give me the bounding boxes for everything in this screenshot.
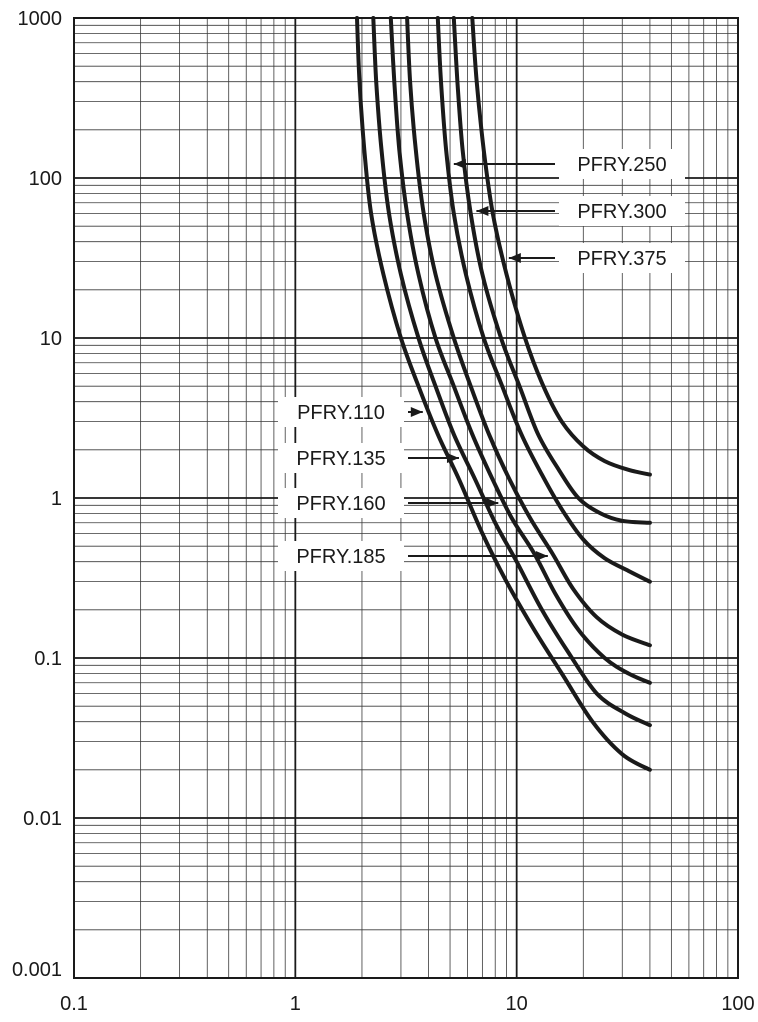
x-tick-labels: 0.1 1 10 100: [60, 993, 755, 1015]
y-tick-label: 0.001: [12, 959, 62, 981]
series-line-pfry-110: [355, 16, 652, 772]
series-line-pfry-300: [451, 16, 652, 525]
series-line-pfry-135: [371, 16, 652, 728]
x-tick-label: 100: [721, 993, 754, 1015]
y-tick-label: 1: [51, 488, 62, 510]
series-label-box-pfry-250: [559, 149, 685, 179]
series-label-pfry-110: PFRY.110: [297, 402, 385, 424]
series-label-box-pfry-375: [559, 243, 685, 273]
series-labels: PFRY.110 PFRY.135 PFRY.160 PFRY.185 PFRY.250…: [278, 149, 685, 571]
series-label-pfry-375: PFRY.375: [577, 248, 666, 270]
series-arrowhead-pfry-110: [410, 407, 423, 417]
series-label-pfry-250: PFRY.250: [577, 154, 666, 176]
series-line-pfry-185: [405, 16, 652, 648]
y-tick-label: 1000: [18, 8, 63, 30]
series-arrowhead-pfry-185: [535, 551, 548, 561]
series-arrowhead-pfry-160: [486, 498, 499, 508]
y-tick-label: 100: [29, 168, 62, 190]
x-tick-label: 1: [290, 993, 301, 1015]
series-label-pfry-185: PFRY.185: [296, 546, 385, 568]
series-arrowhead-pfry-300: [476, 206, 489, 216]
series-arrowhead-pfry-135: [446, 453, 459, 463]
series-label-pfry-135: PFRY.135: [296, 448, 385, 470]
series-label-pfry-160: PFRY.160: [296, 493, 385, 515]
series-label-box-pfry-135: [278, 443, 404, 473]
y-tick-label: 0.01: [23, 808, 62, 830]
series-label-box-pfry-300: [559, 196, 685, 226]
y-tick-label: 0.1: [34, 648, 62, 670]
series-arrowhead-pfry-250: [453, 159, 466, 169]
series-line-pfry-375: [470, 16, 652, 477]
series-label-box-pfry-160: [278, 488, 404, 518]
series-label-box-pfry-110: [278, 397, 404, 427]
series-line-pfry-250: [435, 16, 652, 584]
series-line-pfry-160: [388, 16, 652, 685]
x-tick-label: 0.1: [60, 993, 88, 1015]
y-tick-label: 10: [40, 328, 62, 350]
series-arrowhead-pfry-375: [508, 253, 521, 263]
series-label-pfry-300: PFRY.300: [577, 201, 666, 223]
y-tick-labels: 1000 100 10 1 0.1 0.01 0.001: [12, 8, 62, 981]
series-curves: [355, 16, 652, 772]
x-tick-label: 10: [506, 993, 528, 1015]
series-label-box-pfry-185: [278, 541, 404, 571]
